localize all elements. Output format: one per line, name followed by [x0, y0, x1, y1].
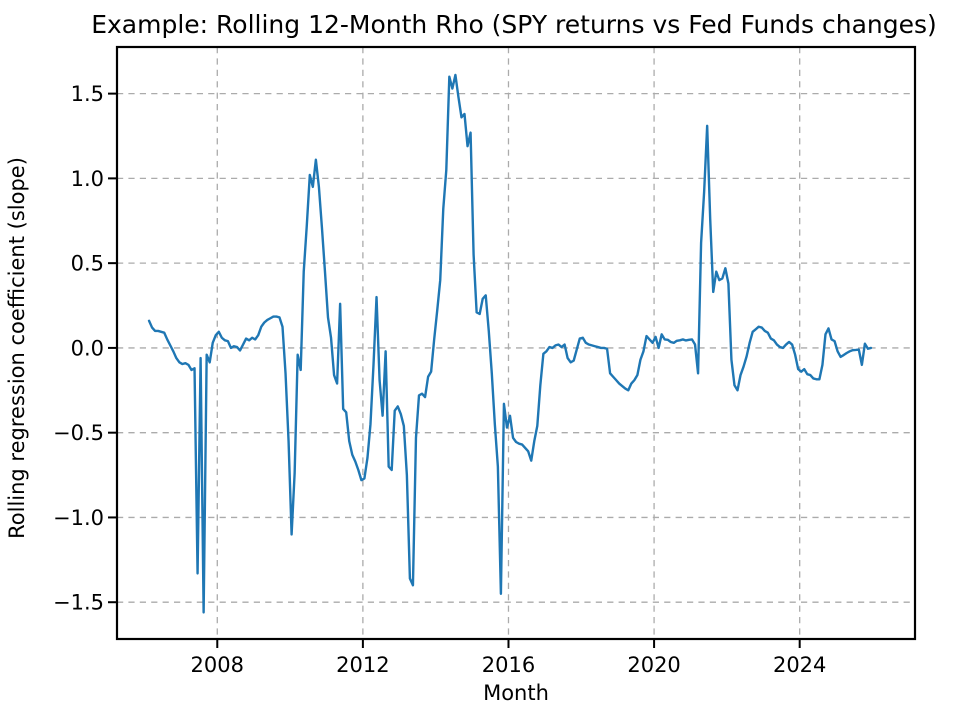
- x-tick-label: 2008: [191, 653, 244, 677]
- x-tick-label: 2020: [627, 653, 680, 677]
- tick-layer: [108, 92, 801, 648]
- series-line: [147, 73, 873, 614]
- y-tick-label: 0.5: [71, 252, 104, 276]
- x-tick-label: 2016: [482, 653, 535, 677]
- series-layer: [147, 73, 873, 614]
- x-axis-label: Month: [483, 681, 549, 705]
- y-axis-label: Rolling regression coefficient (slope): [5, 157, 29, 539]
- x-tick-label: 2012: [336, 653, 389, 677]
- y-tick-label: 1.5: [71, 82, 104, 106]
- y-tick-label: −0.5: [53, 421, 104, 445]
- x-tick-label: 2024: [773, 653, 826, 677]
- y-tick-label: −1.5: [53, 591, 104, 615]
- y-tick-label: 1.0: [71, 167, 104, 191]
- tick-label-layer: 2008 2012 2016 2020 2024 1.5 1.0 0.5 0.0 −0.5 −1.0…: [53, 82, 826, 677]
- chart-title: Example: Rolling 12-Month Rho (SPY retur…: [91, 10, 937, 39]
- y-tick-label: 0.0: [71, 336, 104, 360]
- plot-border: [115, 45, 917, 641]
- y-tick-label: −1.0: [53, 506, 104, 530]
